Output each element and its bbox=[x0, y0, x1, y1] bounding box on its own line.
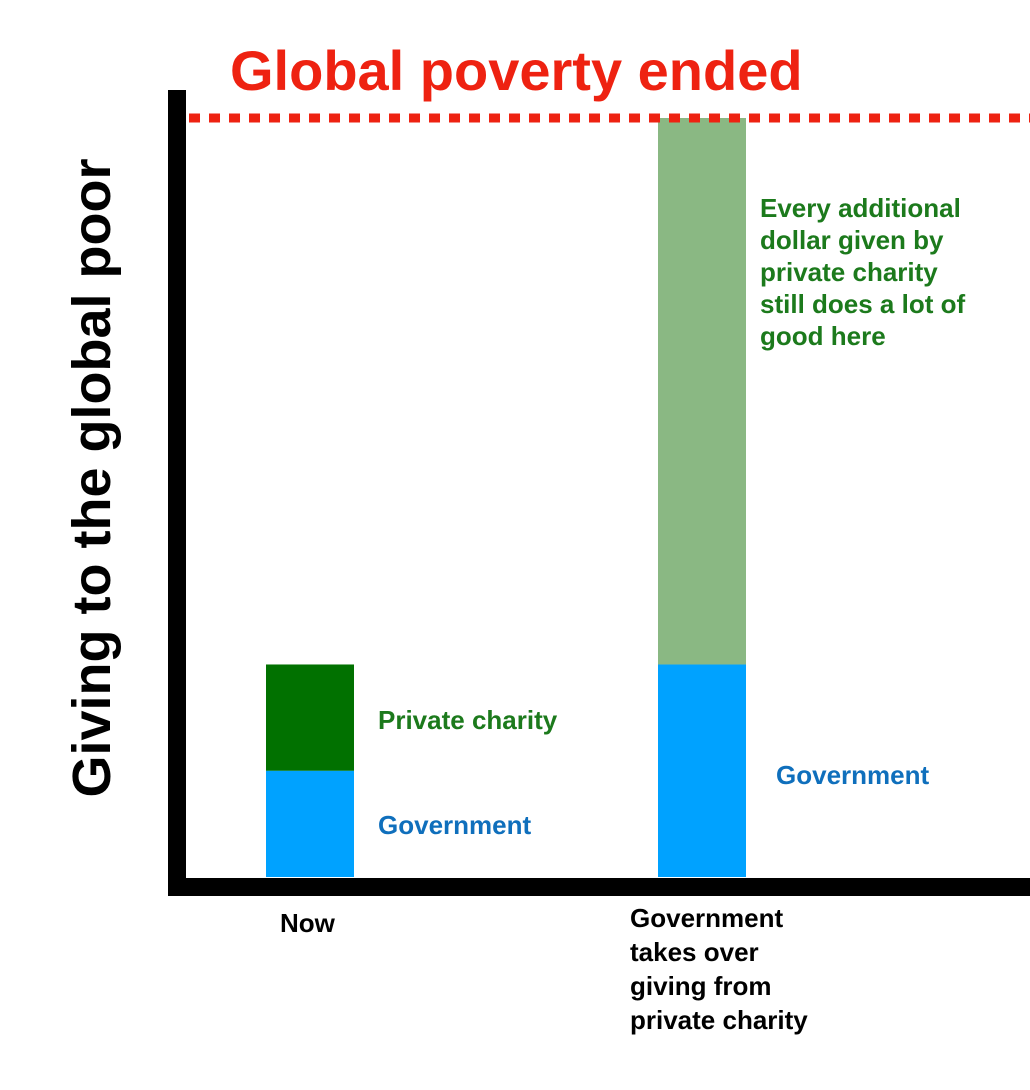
x-tick-label-takeover-line: giving from bbox=[630, 971, 772, 1001]
reference-line-label: Global poverty ended bbox=[230, 39, 803, 102]
segment-label-government-takeover: Government bbox=[776, 760, 929, 790]
x-tick-label-takeover-line: Government bbox=[630, 903, 783, 933]
segment-label-private-charity-now-line: Private charity bbox=[378, 705, 558, 735]
bar-segment-government-1 bbox=[658, 664, 746, 877]
x-tick-label-takeover-line: takes over bbox=[630, 937, 759, 967]
segment-label-private-charity-takeover-line: still does a lot of bbox=[760, 289, 965, 319]
segment-label-private-charity-takeover-line: Every additional bbox=[760, 193, 961, 223]
segment-label-private-charity-takeover-line: dollar given by bbox=[760, 225, 944, 255]
x-tick-label-takeover-line: private charity bbox=[630, 1005, 808, 1035]
segment-label-private-charity-now: Private charity bbox=[378, 705, 558, 735]
x-tick-label-now: Now bbox=[280, 908, 336, 938]
segment-label-private-charity-takeover: Every additional dollar given by private c… bbox=[760, 193, 965, 351]
x-tick-label-takeover: Government takes over giving from private c… bbox=[630, 903, 808, 1035]
y-axis-label: Giving to the global poor bbox=[62, 159, 122, 798]
bar-segment-private-charity-1 bbox=[658, 118, 746, 665]
x-tick-label-now-line: Now bbox=[280, 908, 336, 938]
segment-label-private-charity-takeover-line: private charity bbox=[760, 257, 938, 287]
segment-label-private-charity-takeover-line: good here bbox=[760, 321, 886, 351]
bar-segment-government-0 bbox=[266, 770, 354, 877]
bar-segment-private-charity-0 bbox=[266, 664, 354, 771]
segment-label-government-now: Government bbox=[378, 810, 531, 840]
